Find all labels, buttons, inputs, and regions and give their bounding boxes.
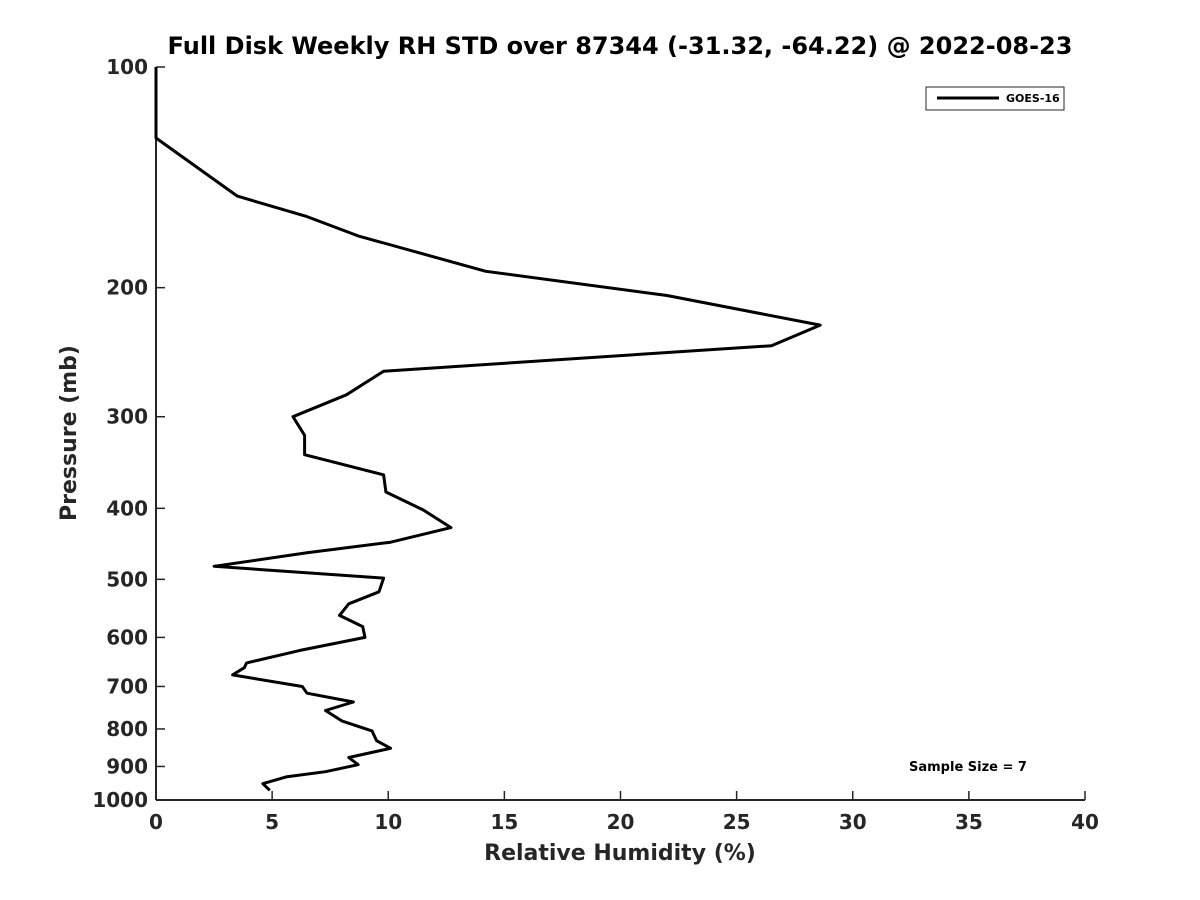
legend-label: GOES-16 [1006,92,1060,105]
y-tick-label: 800 [106,717,148,741]
x-tick-label: 25 [723,810,751,834]
y-tick-label: 900 [106,754,148,778]
x-tick-label: 0 [149,810,163,834]
series-line-goes-16 [154,67,822,792]
x-tick-label: 20 [607,810,635,834]
y-tick-label: 100 [106,55,148,79]
y-tick-label: 1000 [92,788,148,812]
y-tick-label: 600 [106,625,148,649]
x-tick-label: 15 [490,810,518,834]
legend: GOES-16 [925,86,1065,111]
x-tick-label: 35 [955,810,983,834]
x-axis-label: Relative Humidity (%) [484,841,756,866]
y-tick-label: 300 [106,405,148,429]
y-tick-label: 700 [106,674,148,698]
x-tick-label: 10 [374,810,402,834]
y-tick-label: 400 [106,496,148,520]
chart-title: Full Disk Weekly RH STD over 87344 (-31.… [168,32,1073,60]
x-tick-label: 40 [1071,810,1099,834]
y-axis-label: Pressure (mb) [57,345,82,521]
x-tick-label: 30 [839,810,867,834]
x-ticks: 0 5 10 15 20 25 30 35 40 [149,791,1099,834]
sample-size-annotation: Sample Size = 7 [909,760,1027,775]
y-tick-label: 200 [106,276,148,300]
y-ticks: 100 200 300 400 500 600 700 800 900 1000 [92,55,165,812]
plot-area: 0 5 10 15 20 25 30 35 40 100 200 300 400 500 600 700 80… [92,55,1099,834]
x-tick-label: 5 [265,810,279,834]
y-tick-label: 500 [106,567,148,591]
